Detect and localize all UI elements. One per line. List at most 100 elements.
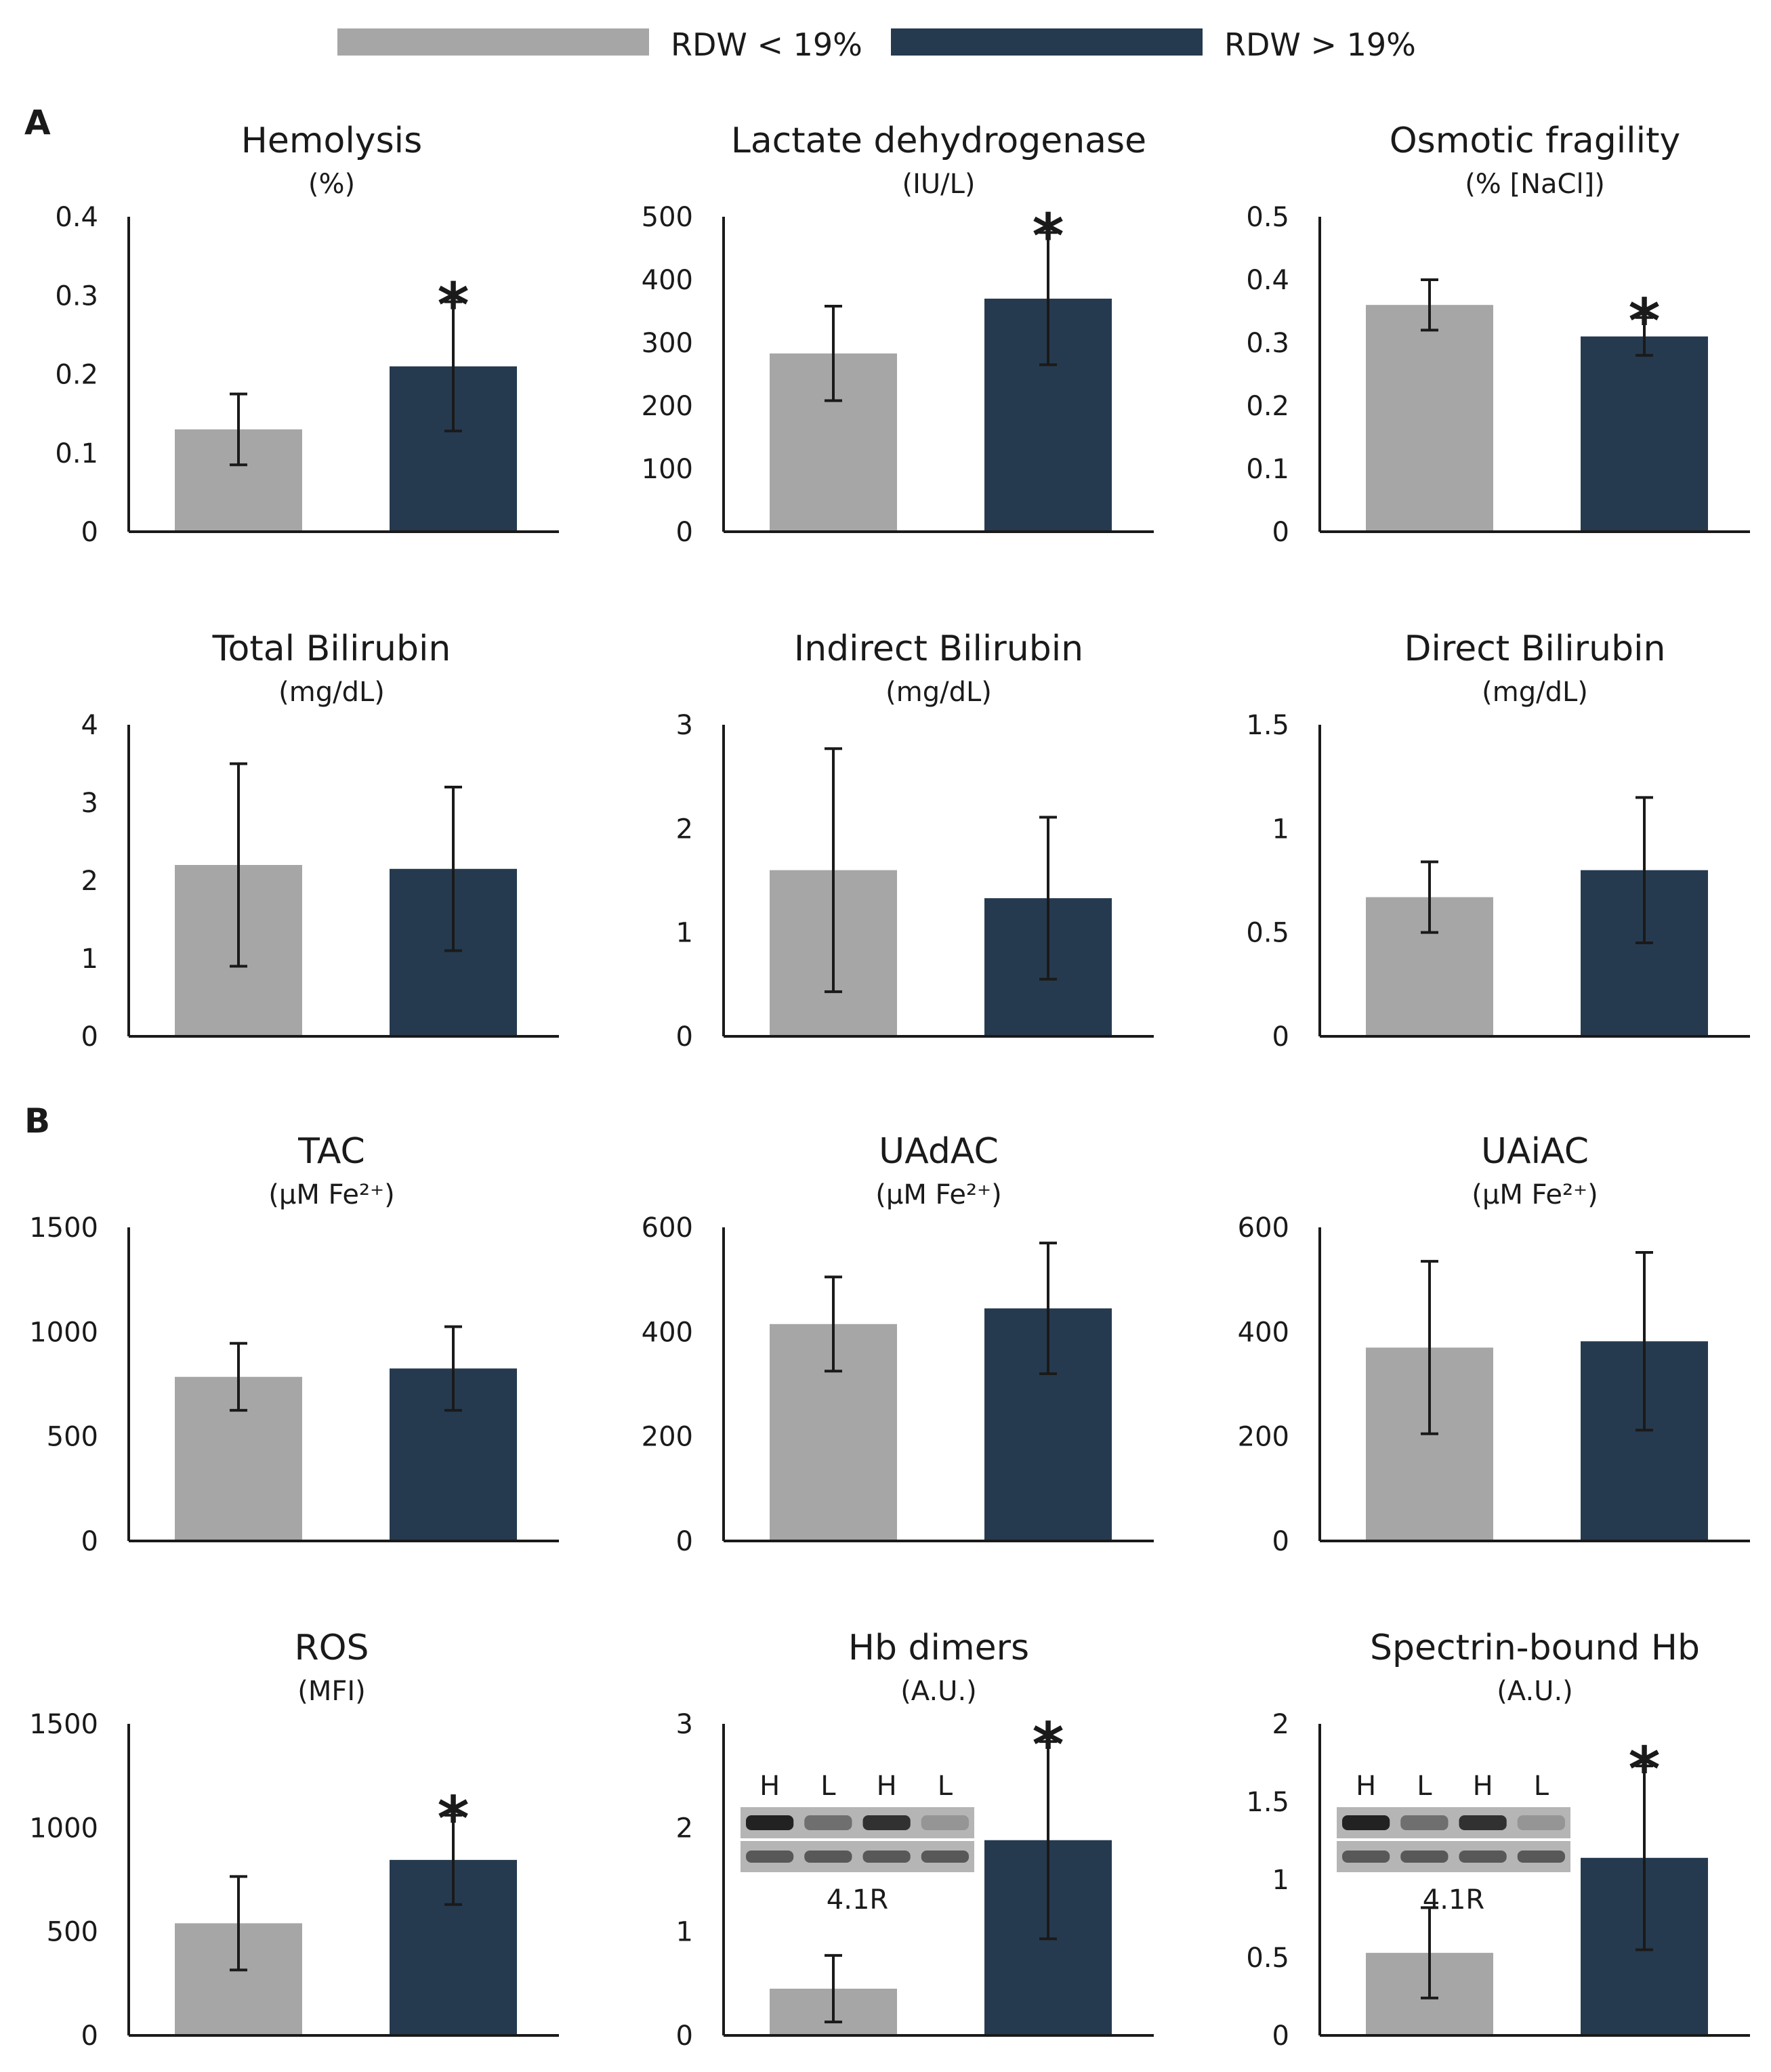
- y-tick-label: 0.5: [1246, 202, 1289, 233]
- blot-band: [862, 1851, 911, 1863]
- blot-lane-label: H: [1473, 1771, 1493, 1802]
- y-tick-label: 0: [676, 1021, 693, 1053]
- blot-band: [1459, 1815, 1507, 1830]
- blot-lane-label: L: [1534, 1771, 1549, 1802]
- y-tick-label: 0.3: [55, 280, 98, 312]
- blot-lane-label: L: [1417, 1771, 1432, 1802]
- y-tick-label: 1: [1272, 1865, 1289, 1896]
- chart-title: Osmotic fragility: [1390, 121, 1681, 161]
- chart-unit: (%): [308, 169, 355, 200]
- y-tick-label: 3: [676, 1709, 693, 1740]
- blot-band: [1517, 1851, 1565, 1863]
- blot-band: [746, 1851, 794, 1863]
- y-tick-label: 400: [642, 265, 693, 296]
- y-tick-label: 0: [676, 517, 693, 548]
- chart-1: Lactate dehydrogenase (IU/L) 0 100 200 300 400…: [642, 121, 1154, 548]
- chart-3: Total Bilirubin (mg/dL) 0 1 2 3 4: [81, 629, 559, 1053]
- y-tick-label: 0.2: [55, 360, 98, 391]
- western-blot-inset: H L H L 4.1R: [741, 1771, 974, 1916]
- blot-band: [1400, 1815, 1449, 1830]
- y-tick-label: 0: [1272, 1526, 1289, 1557]
- blot-band: [1459, 1851, 1507, 1863]
- y-tick-label: 0: [1272, 2021, 1289, 2052]
- y-tick-label: 0: [81, 2021, 98, 2052]
- y-tick-label: 2: [1272, 1709, 1289, 1740]
- y-tick-label: 400: [642, 1317, 693, 1348]
- chart-unit: (IU/L): [902, 169, 975, 200]
- chart-title: UAiAC: [1481, 1131, 1589, 1172]
- western-blot-inset: H L H L 4.1R: [1337, 1771, 1570, 1916]
- significance-star: *: [437, 1783, 469, 1855]
- legend-label-high-rdw: RDW > 19%: [1224, 26, 1416, 63]
- chart-unit: (μM Fe²⁺): [268, 1179, 394, 1210]
- y-tick-label: 500: [47, 1422, 98, 1453]
- panel-letter-b: B: [24, 1101, 50, 1141]
- blot-band: [1342, 1851, 1390, 1863]
- y-tick-label: 1: [676, 1917, 693, 1948]
- blot-band: [1400, 1851, 1449, 1863]
- y-tick-label: 0: [1272, 517, 1289, 548]
- y-tick-label: 1500: [29, 1212, 98, 1244]
- chart-0: Hemolysis (%) 0 0.1 0.2 0.3 0.4 *: [55, 121, 559, 548]
- y-tick-label: 0.1: [55, 438, 98, 469]
- y-tick-label: 3: [676, 710, 693, 741]
- chart-unit: (% [NaCl]): [1465, 169, 1605, 200]
- chart-title: TAC: [297, 1131, 365, 1172]
- chart-8: UAiAC (μM Fe²⁺) 0 200 400 600: [1238, 1131, 1750, 1557]
- significance-star: *: [1628, 286, 1660, 357]
- y-tick-label: 0.4: [1246, 265, 1289, 296]
- significance-star: *: [1032, 1710, 1064, 1781]
- blot-lane-label: H: [1356, 1771, 1376, 1802]
- y-tick-label: 200: [1238, 1422, 1289, 1453]
- blot-lane-label: H: [877, 1771, 897, 1802]
- chart-title: ROS: [294, 1628, 369, 1668]
- blot-band: [921, 1851, 969, 1863]
- y-tick-label: 1: [81, 944, 98, 975]
- y-tick-label: 300: [642, 328, 693, 359]
- chart-9: ROS (MFI) 0 500 1000 1500 *: [29, 1628, 559, 2052]
- chart-title: Hb dimers: [848, 1628, 1029, 1668]
- y-tick-label: 0.5: [1246, 918, 1289, 949]
- y-tick-label: 500: [642, 202, 693, 233]
- blot-caption: 4.1R: [827, 1884, 888, 1916]
- y-tick-label: 0: [1272, 1021, 1289, 1053]
- chart-title: Total Bilirubin: [212, 629, 451, 669]
- significance-star: *: [1628, 1734, 1660, 1805]
- y-tick-label: 200: [642, 391, 693, 422]
- blot-lane-label: H: [759, 1771, 780, 1802]
- chart-4: Indirect Bilirubin (mg/dL) 0 1 2 3: [676, 629, 1154, 1053]
- legend: RDW < 19% RDW > 19%: [337, 26, 1416, 63]
- y-tick-label: 500: [47, 1917, 98, 1948]
- y-tick-label: 1000: [29, 1317, 98, 1348]
- chart-title: Spectrin-bound Hb: [1370, 1628, 1700, 1668]
- y-tick-label: 2: [676, 1813, 693, 1844]
- chart-10: Hb dimers (A.U.) 0 1 2 3 H L H L 4.1R *: [676, 1628, 1154, 2052]
- chart-5: Direct Bilirubin (mg/dL) 0 0.5 1 1.5: [1246, 629, 1750, 1053]
- chart-title: Direct Bilirubin: [1404, 629, 1666, 669]
- chart-unit: (mg/dL): [278, 677, 385, 708]
- chart-title: UAdAC: [879, 1131, 999, 1172]
- y-tick-label: 0: [81, 1021, 98, 1053]
- y-tick-label: 1: [1272, 813, 1289, 845]
- chart-unit: (MFI): [297, 1676, 366, 1707]
- blot-band: [746, 1815, 794, 1830]
- blot-caption: 4.1R: [1423, 1884, 1484, 1916]
- y-tick-label: 0: [81, 1526, 98, 1557]
- chart-2: Osmotic fragility (% [NaCl]) 0 0.1 0.2 0.3 0.4…: [1246, 121, 1750, 548]
- chart-7: UAdAC (μM Fe²⁺) 0 200 400 600: [642, 1131, 1154, 1557]
- y-tick-label: 0.5: [1246, 1943, 1289, 1974]
- y-tick-label: 1500: [29, 1709, 98, 1740]
- y-tick-label: 4: [81, 710, 98, 741]
- y-tick-label: 2: [81, 866, 98, 897]
- blot-band: [1517, 1815, 1565, 1830]
- y-tick-label: 0.3: [1246, 328, 1289, 359]
- blot-band: [862, 1815, 911, 1830]
- blot-band: [1342, 1815, 1390, 1830]
- y-tick-label: 1: [676, 918, 693, 949]
- charts: Hemolysis(%)00.10.20.30.4*Lactate dehydr…: [29, 121, 1750, 2052]
- bar-low-rdw: [1366, 305, 1493, 532]
- legend-swatch-high-rdw: [891, 28, 1203, 56]
- y-tick-label: 2: [676, 813, 693, 845]
- chart-title: Indirect Bilirubin: [794, 629, 1083, 669]
- chart-6: TAC (μM Fe²⁺) 0 500 1000 1500: [29, 1131, 559, 1557]
